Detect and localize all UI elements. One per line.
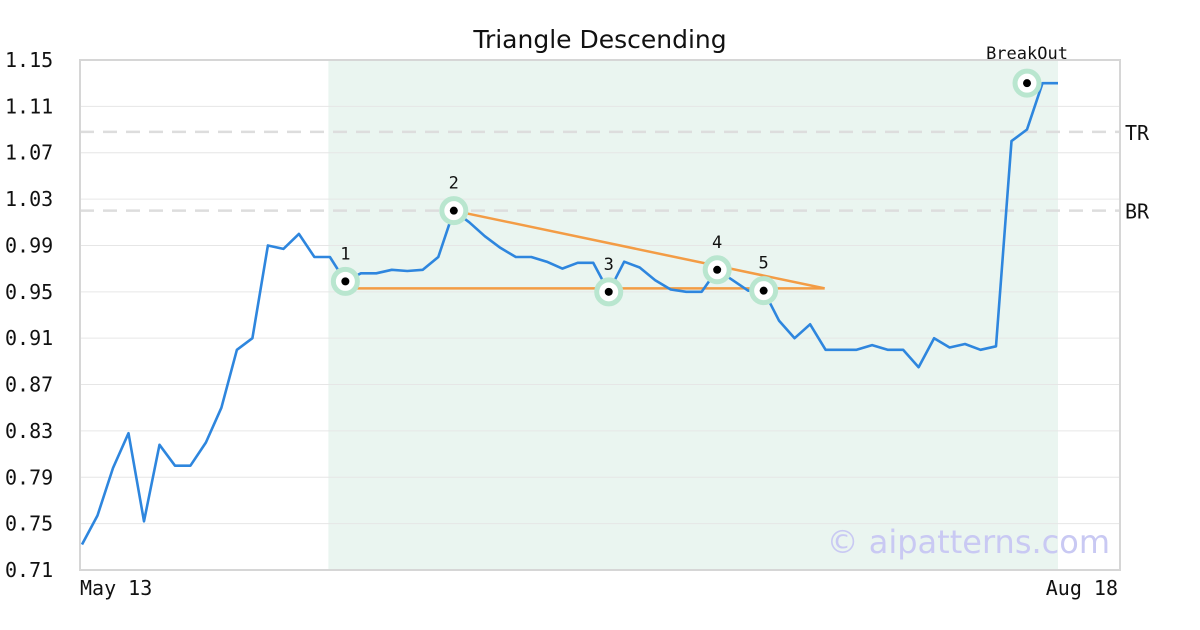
y-tick-label: 1.07	[5, 141, 53, 165]
pattern-point-label: 1	[340, 244, 350, 264]
y-tick-label: 1.11	[5, 94, 53, 118]
chart-title: Triangle Descending	[472, 25, 726, 54]
y-axis-ticks: 1.15 1.11 1.07 1.03 0.99 0.95 0.91 0.87 0.83 0.79…	[5, 48, 53, 582]
x-axis-end-label: Aug 18	[1046, 576, 1118, 600]
pattern-point-label: 5	[759, 254, 769, 274]
pattern-point-dot	[1023, 79, 1032, 88]
y-tick-label: 0.91	[5, 326, 53, 350]
pattern-point-dot	[713, 265, 722, 274]
pattern-point-dot	[341, 277, 350, 286]
pattern-zone-layer	[328, 60, 1058, 570]
y-tick-label: 0.87	[5, 373, 53, 397]
y-tick-label: 0.99	[5, 233, 53, 257]
pattern-point-dot	[759, 286, 768, 295]
price-line	[80, 81, 1058, 546]
x-axis-start-label: May 13	[80, 576, 152, 600]
pattern-point-label: BreakOut	[986, 44, 1068, 64]
y-tick-label: 0.95	[5, 280, 53, 304]
y-tick-label: 0.75	[5, 512, 53, 536]
pattern-zone	[328, 60, 1058, 570]
level-label-br: BR	[1125, 200, 1150, 224]
level-label-tr: TR	[1125, 121, 1150, 145]
pattern-point-label: 2	[449, 174, 459, 194]
pattern-point-label: 4	[712, 233, 722, 253]
y-tick-label: 1.15	[5, 48, 53, 72]
pattern-point-dot	[604, 287, 613, 296]
pattern-point-dot	[449, 206, 458, 215]
level-lines-layer: TR BR	[80, 121, 1150, 224]
grid-layer	[80, 59, 1120, 571]
trendline-2	[453, 209, 825, 290]
y-tick-label: 0.71	[5, 558, 53, 582]
watermark: © aipatterns.com	[827, 523, 1110, 561]
y-tick-label: 0.83	[5, 419, 53, 443]
y-tick-label: 1.03	[5, 187, 53, 211]
price-series-layer	[80, 81, 1058, 546]
plot-frame	[79, 59, 1121, 571]
pattern-point-label: 3	[604, 255, 614, 275]
y-tick-label: 0.79	[5, 465, 53, 489]
